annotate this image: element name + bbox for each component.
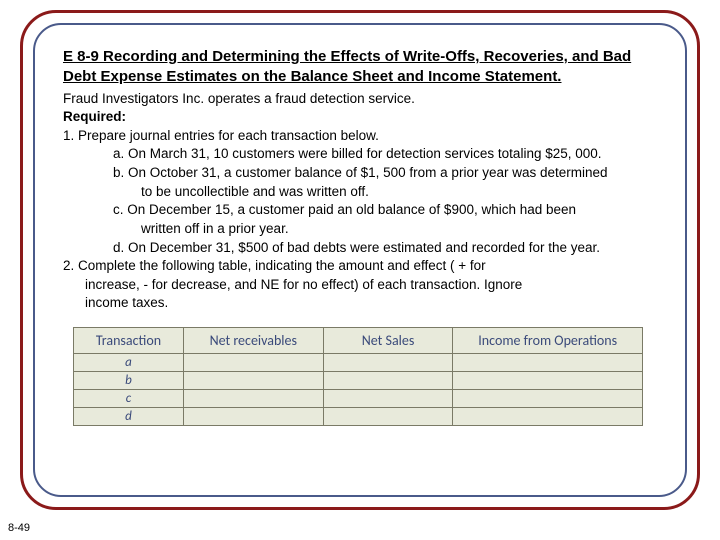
cell [453, 408, 643, 426]
cell [453, 390, 643, 408]
table-row: c [74, 390, 643, 408]
requirement-1: 1. Prepare journal entries for each tran… [63, 127, 657, 146]
requirement-2-line1: 2. Complete the following table, indicat… [63, 257, 657, 276]
title-text: E 8-9 Recording and Determining the Effe… [63, 48, 631, 85]
item-c-line2: written off in a prior year. [63, 220, 657, 239]
body-text: Fraud Investigators Inc. operates a frau… [63, 90, 657, 314]
table-row: b [74, 372, 643, 390]
item-a: a. On March 31, 10 customers were billed… [63, 145, 657, 164]
table-row: d [74, 408, 643, 426]
cell [183, 408, 323, 426]
item-b-line2: to be uncollectible and was written off. [63, 183, 657, 202]
required-label: Required: [63, 108, 657, 127]
cell [323, 408, 453, 426]
outer-frame: E 8-9 Recording and Determining the Effe… [20, 10, 700, 510]
cell [323, 390, 453, 408]
exercise-title: E 8-9 Recording and Determining the Effe… [63, 47, 657, 88]
col-header-net-receivables: Net receivables [183, 328, 323, 354]
cell [183, 354, 323, 372]
cell [183, 372, 323, 390]
row-label: a [74, 354, 184, 372]
col-header-income-ops: Income from Operations [453, 328, 643, 354]
item-b-line1: b. On October 31, a customer balance of … [63, 164, 657, 183]
effects-table-wrap: Transaction Net receivables Net Sales In… [73, 327, 643, 426]
cell [453, 354, 643, 372]
item-d: d. On December 31, $500 of bad debts wer… [63, 239, 657, 258]
intro-line: Fraud Investigators Inc. operates a frau… [63, 90, 657, 109]
effects-table: Transaction Net receivables Net Sales In… [73, 327, 643, 426]
inner-frame: E 8-9 Recording and Determining the Effe… [33, 23, 687, 497]
col-header-net-sales: Net Sales [323, 328, 453, 354]
col-header-transaction: Transaction [74, 328, 184, 354]
cell [323, 354, 453, 372]
cell [183, 390, 323, 408]
row-label: d [74, 408, 184, 426]
table-header-row: Transaction Net receivables Net Sales In… [74, 328, 643, 354]
requirement-2-line3: income taxes. [63, 294, 657, 313]
cell [323, 372, 453, 390]
cell [453, 372, 643, 390]
row-label: c [74, 390, 184, 408]
table-row: a [74, 354, 643, 372]
item-c-line1: c. On December 15, a customer paid an ol… [63, 201, 657, 220]
page-number: 8-49 [8, 522, 30, 534]
row-label: b [74, 372, 184, 390]
requirement-2-line2: increase, - for decrease, and NE for no … [63, 276, 657, 295]
